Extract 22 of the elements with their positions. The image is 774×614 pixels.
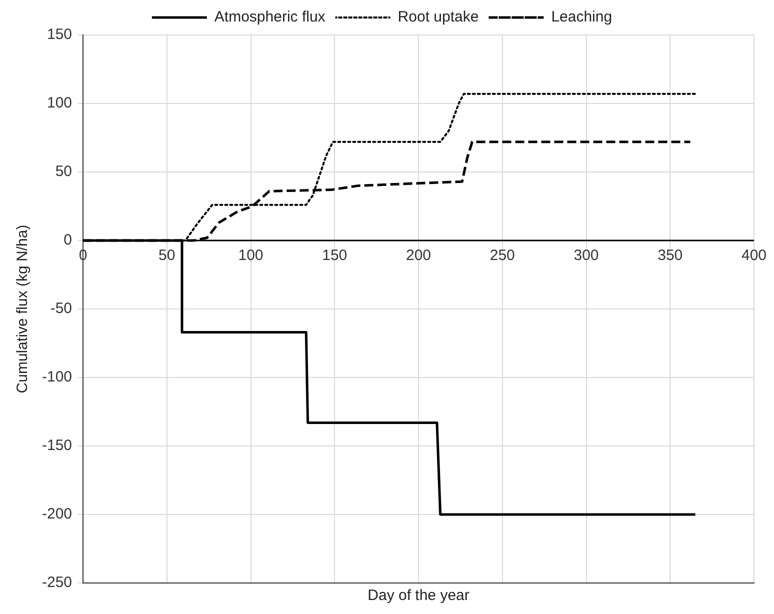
x-tick-label: 350 — [658, 247, 683, 264]
x-axis-title: Day of the year — [368, 587, 470, 604]
x-tick-label: 200 — [406, 247, 432, 264]
legend-label: Root uptake — [398, 8, 479, 26]
y-tick-label: 0 — [64, 232, 72, 249]
x-tick-label: 400 — [741, 247, 767, 264]
y-tick-label: 50 — [55, 163, 72, 180]
y-tick-label: 100 — [46, 94, 72, 112]
x-tick-label: 50 — [158, 247, 176, 264]
legend-label: Leaching — [551, 8, 612, 26]
y-tick-label: -200 — [42, 506, 72, 523]
y-tick-label: 150 — [46, 26, 72, 44]
x-tick-label: 100 — [238, 247, 264, 264]
x-tick-label: 150 — [322, 247, 348, 264]
y-tick-label: -100 — [42, 368, 72, 386]
legend-label: Atmospheric flux — [214, 8, 326, 26]
y-tick-label: -150 — [42, 437, 72, 454]
y-axis-title: Cumulative flux (kg N/ha) — [14, 224, 32, 394]
x-tick-label: 250 — [490, 247, 515, 264]
y-tick-label: -250 — [42, 574, 72, 592]
x-tick-label: 300 — [574, 247, 599, 264]
y-tick-label: -50 — [50, 300, 72, 318]
